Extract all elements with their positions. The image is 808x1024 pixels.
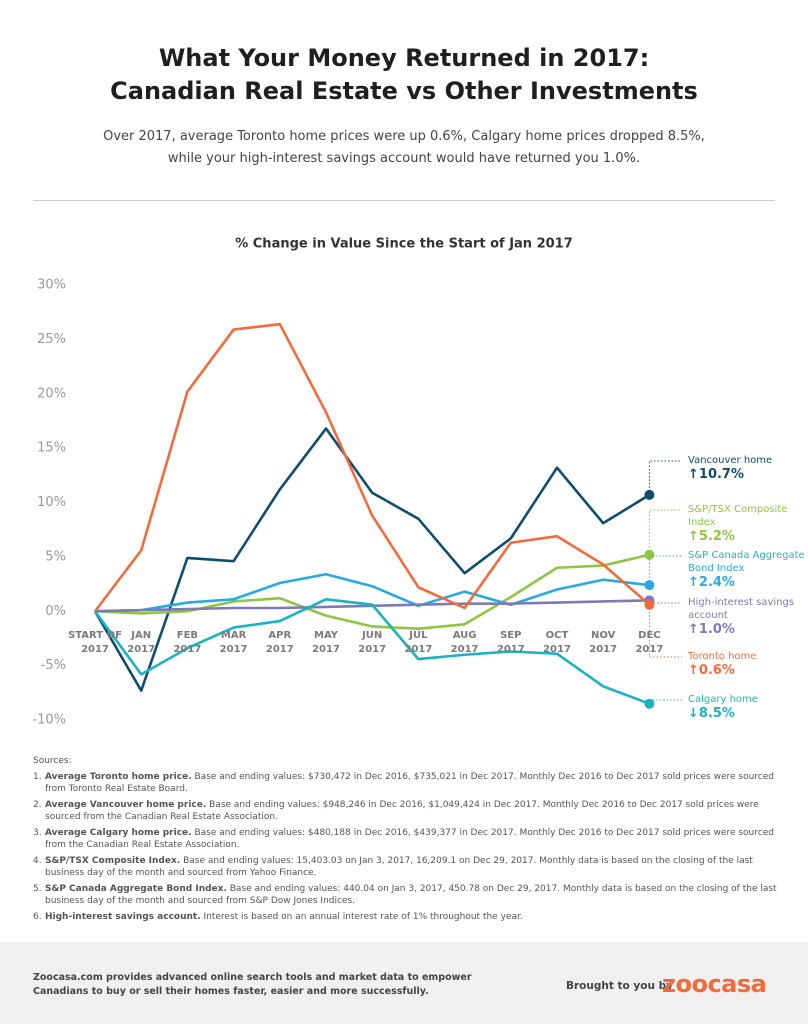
label-connector [648,460,682,495]
legend-entry: S&P/TSX Composite Index [688,504,788,528]
y-tick-label: -5% [41,658,66,673]
legend-entry: Vancouver home [688,455,773,466]
y-tick-label: 25% [37,332,66,347]
end-marker [644,580,655,591]
source-item: 5. S&P Canada Aggregate Bond Index. Base … [33,883,778,907]
divider [33,200,775,201]
title-line: Canadian Real Estate vs Other Investment… [110,77,698,105]
x-tick-label: SEP 2017 [496,630,525,655]
x-tick-label: JUL 2017 [404,630,433,655]
footer: Zoocasa.com provides advanced online sea… [0,942,808,1024]
source-text: Base and ending values: $730,472 in Dec … [45,772,775,794]
chart-title: % Change in Value Since the Start of Jan… [235,237,573,252]
source-title: Average Calgary home price. [45,828,192,838]
x-tick-label: APR 2017 [265,630,294,655]
sources: Sources: 1. Average Toronto home price. B… [33,755,778,923]
label-connector [648,604,682,658]
source-title: High-interest savings account. [45,912,201,922]
series-label: Toronto home ↑0.6% [688,650,808,678]
y-tick-label: 0% [45,604,66,619]
end-marker [644,549,655,560]
brought-by: Brought to you by [566,980,673,992]
source-number: 6. [33,912,42,922]
source-number: 4. [33,856,42,866]
source-text: Base and ending values: $480,188 in Dec … [45,828,774,850]
subtitle-line: while your high-interest savings account… [167,151,641,166]
end-marker [644,698,655,709]
x-tick-label: DEC 2017 [635,630,664,655]
x-tick-label: MAY 2017 [312,630,340,655]
source-text: Base and ending values: 440.04 on Jan 3,… [45,884,777,906]
source-item: 2. Average Vancouver home price. Base and… [33,799,778,823]
source-item: 4. S&P/TSX Composite Index. Base and endi… [33,855,778,879]
y-tick-label: 20% [37,386,66,401]
x-tick-label: AUG 2017 [450,630,479,655]
series-line [93,427,651,692]
source-number: 1. [33,772,42,782]
series-label: S&P/TSX Composite Index ↑5.2% [688,503,808,544]
source-text: Interest is based on an annual interest … [203,912,523,922]
subtitle-line: Over 2017, average Toronto home prices w… [103,129,705,144]
x-tick-label: FEB 2017 [173,630,202,655]
data-label: ↓8.5% [688,706,735,721]
series-line [93,597,650,705]
footer-text: Zoocasa.com provides advanced online sea… [33,972,472,983]
data-label: ↑10.7% [688,467,744,482]
brand-logo: zoocasa [662,970,767,998]
series-label: High-interest savings account ↑1.0% [688,596,808,637]
x-tick-label: NOV 2017 [589,630,618,655]
source-number: 2. [33,800,42,810]
y-tick-label: 10% [37,495,66,510]
source-text: Base and ending values: $948,246 in Dec … [45,800,759,822]
x-tick-label: OCT 2017 [543,630,571,655]
source-title: S&P/TSX Composite Index. [45,856,181,866]
source-title: Average Toronto home price. [45,772,192,782]
series-line [94,572,650,613]
x-tick-label: START OF 2017 [68,630,122,655]
y-tick-label: 5% [45,549,66,564]
series-label: Vancouver home ↑10.7% [688,454,808,482]
y-tick-label: 30% [37,278,66,293]
source-title: Average Vancouver home price. [45,800,207,810]
end-marker [644,599,655,610]
source-number: 5. [33,884,42,894]
label-connector [648,555,682,586]
data-label: ↑1.0% [688,622,735,637]
source-item: 1. Average Toronto home price. Base and e… [33,771,778,795]
series-line [94,553,650,630]
source-title: S&P Canada Aggregate Bond Index. [45,884,227,894]
end-marker [644,489,655,500]
sources-heading: Sources: [33,756,72,766]
source-text: Base and ending values: 15,403.03 on Jan… [45,856,753,878]
series-line [93,322,651,613]
legend-entry: S&P Canada Aggregate Bond Index [688,550,805,574]
footer-text: Canadians to buy or sell their homes fas… [33,986,429,997]
title-line: What Your Money Returned in 2017: [158,44,650,72]
legend-entry: Calgary home [688,694,758,705]
label-connector [648,509,682,555]
legend-entry: Toronto home [688,651,757,662]
x-tick-label: JAN 2017 [127,630,156,655]
x-tick-label: JUN 2017 [358,630,387,655]
x-tick-label: MAR 2017 [219,630,248,655]
series-label: S&P Canada Aggregate Bond Index ↑2.4% [688,549,808,590]
y-tick-label: -10% [32,713,66,728]
data-label: ↑0.6% [688,663,735,678]
source-number: 3. [33,828,42,838]
series-label: Calgary home ↓8.5% [688,693,808,721]
y-tick-label: 15% [37,441,66,456]
data-label: ↑5.2% [688,529,735,544]
legend-entry: High-interest savings account [688,597,795,621]
source-item: 3. Average Calgary home price. Base and e… [33,827,778,851]
source-item: 6. High-interest savings account. Interes… [33,911,778,923]
data-label: ↑2.4% [688,575,735,590]
